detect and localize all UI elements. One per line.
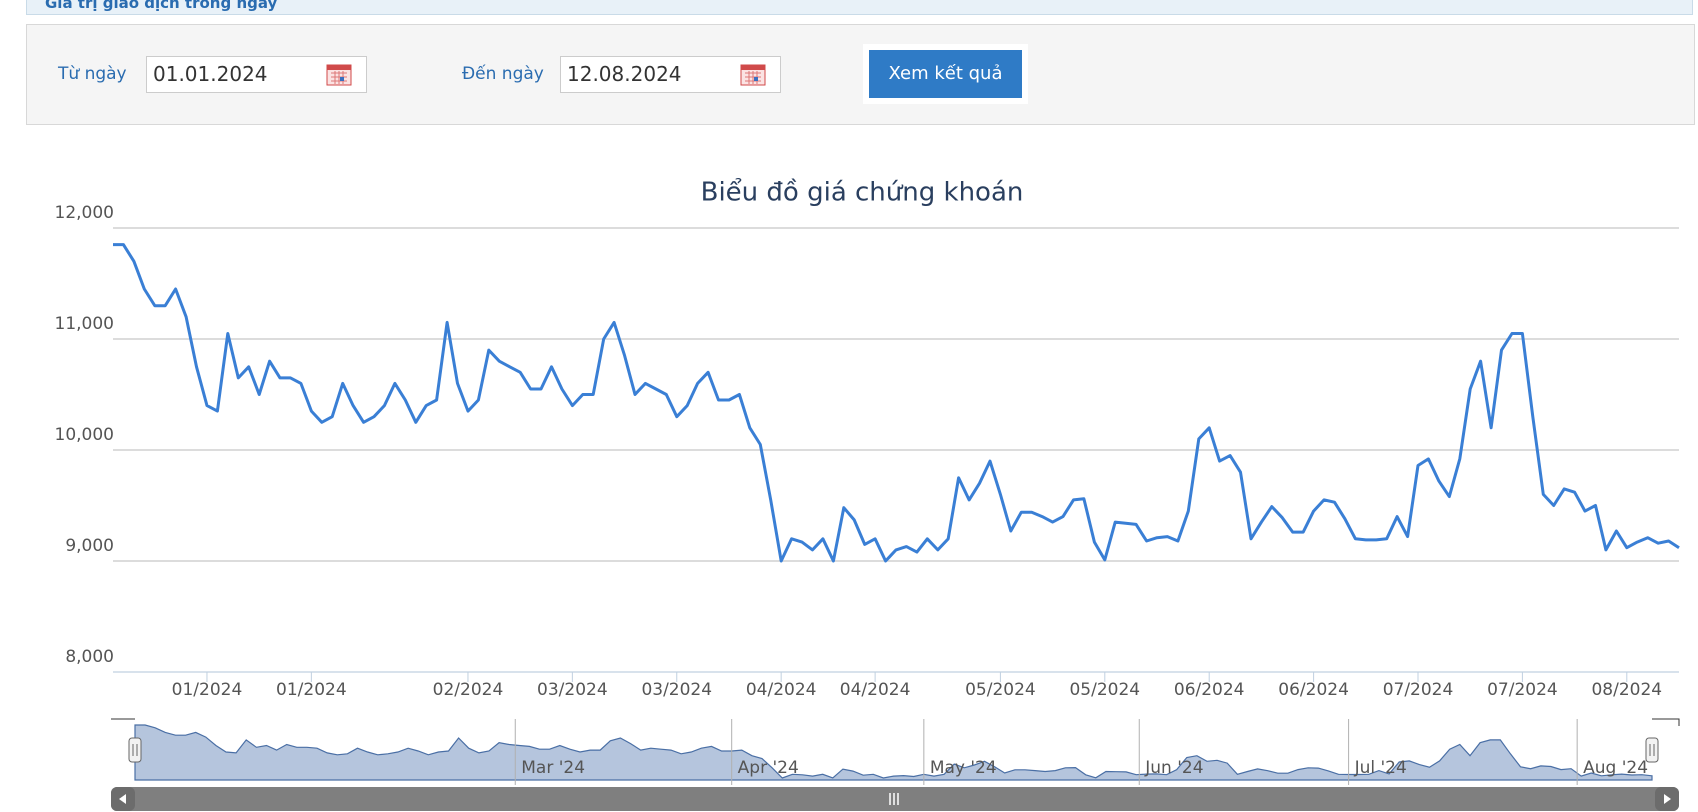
x-tick-label: 06/2024: [1278, 680, 1349, 700]
navigator-label: May '24: [930, 758, 997, 778]
y-tick-label: 12,000: [55, 203, 114, 223]
from-value: 01.01.2024: [153, 62, 268, 86]
x-tick-label: 05/2024: [1069, 680, 1140, 700]
x-tick-label: 01/2024: [276, 680, 347, 700]
from-label: Từ ngày: [58, 64, 127, 84]
navigator-label: Aug '24: [1583, 758, 1648, 778]
navigator-label: Mar '24: [521, 758, 585, 778]
chart-title: Biểu đồ giá chứng khoán: [701, 177, 1024, 208]
calendar-icon[interactable]: [740, 62, 766, 86]
x-tick-label: 05/2024: [965, 680, 1036, 700]
navigator-handle[interactable]: [128, 737, 142, 763]
to-input[interactable]: 12.08.2024: [560, 56, 781, 93]
price-line: [113, 243, 1680, 563]
x-tick-label: 06/2024: [1174, 680, 1245, 700]
scroll-grip: [889, 793, 899, 805]
navigator-area: [134, 724, 1653, 781]
submit-wrap: Xem kết quả: [863, 44, 1028, 104]
x-tick-label: 04/2024: [746, 680, 817, 700]
y-tick-label: 8,000: [65, 647, 114, 667]
arrow-right: [1664, 794, 1671, 804]
x-tick-label: 07/2024: [1487, 680, 1558, 700]
scrollbar-track[interactable]: [111, 787, 1679, 811]
x-tick-label: 03/2024: [537, 680, 608, 700]
header-row: Giá trị giao dịch trong ngày: [26, 0, 1693, 15]
navigator-label: Apr '24: [738, 758, 799, 778]
from-input[interactable]: 01.01.2024: [146, 56, 367, 93]
header-label: Giá trị giao dịch trong ngày: [45, 0, 278, 12]
x-tick-label: 08/2024: [1591, 680, 1662, 700]
navigator: Mar '24 Apr '24 May '24 Jun '24 Jul '24 Aug '…: [111, 718, 1680, 811]
handle-grip: [1649, 744, 1655, 756]
x-tick-label: 04/2024: [840, 680, 911, 700]
to-label: Đến ngày: [462, 64, 544, 84]
y-tick-label: 9,000: [65, 536, 114, 556]
submit-button[interactable]: Xem kết quả: [869, 50, 1022, 98]
arrow-left: [119, 794, 126, 804]
navigator-outline: [111, 718, 1680, 726]
x-tick-label: 07/2024: [1383, 680, 1454, 700]
handle-grip: [132, 744, 138, 756]
navigator-label: Jul '24: [1354, 758, 1407, 778]
y-tick-label: 10,000: [55, 425, 114, 445]
to-value: 12.08.2024: [567, 62, 682, 86]
calendar-icon[interactable]: [326, 62, 352, 86]
navigator-handle[interactable]: [1645, 737, 1659, 763]
x-tick-label: 03/2024: [641, 680, 712, 700]
y-tick-label: 11,000: [55, 314, 114, 334]
navigator-label: Jun '24: [1144, 758, 1203, 778]
x-tick-label: 02/2024: [433, 680, 504, 700]
x-tick-label: 01/2024: [172, 680, 243, 700]
